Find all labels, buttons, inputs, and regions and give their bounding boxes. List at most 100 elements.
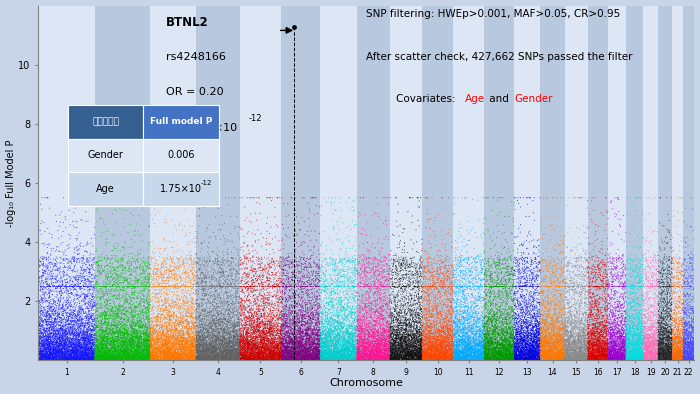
Point [566, 261, 578, 267]
Point [612, 357, 624, 363]
Point [89, 333, 100, 339]
Point [524, 350, 535, 356]
Point [541, 340, 552, 346]
Point [634, 353, 645, 359]
Point [298, 354, 309, 361]
Point [357, 225, 368, 232]
Point [248, 352, 259, 358]
Point [472, 340, 483, 346]
Point [429, 339, 440, 346]
Point [626, 353, 637, 360]
Point [173, 335, 184, 341]
Point [497, 283, 508, 290]
Point [465, 352, 476, 359]
Point [454, 337, 466, 344]
Point [528, 244, 539, 250]
Point [208, 269, 219, 275]
Point [296, 309, 307, 315]
Point [41, 313, 52, 320]
Point [582, 197, 594, 204]
Point [684, 350, 695, 357]
Point [260, 357, 271, 363]
Point [151, 328, 162, 335]
Point [134, 357, 146, 363]
Point [624, 337, 635, 344]
Point [194, 345, 205, 351]
Point [236, 320, 247, 327]
Point [386, 310, 397, 316]
Point [384, 345, 395, 351]
Point [91, 205, 102, 212]
Point [248, 273, 260, 279]
Point [43, 353, 55, 359]
Point [294, 344, 305, 350]
Point [125, 320, 136, 326]
Point [638, 352, 649, 358]
Point [200, 338, 211, 345]
Point [435, 340, 447, 346]
Point [577, 312, 588, 318]
Point [333, 341, 344, 348]
Point [416, 351, 428, 358]
Point [529, 243, 540, 250]
Point [398, 350, 409, 357]
Point [460, 326, 471, 333]
Point [210, 320, 221, 326]
Point [172, 334, 183, 340]
Point [290, 275, 301, 281]
Point [151, 349, 162, 356]
Point [256, 357, 267, 364]
Point [266, 301, 277, 307]
Point [131, 351, 142, 357]
Point [525, 357, 536, 363]
Point [663, 318, 674, 324]
Point [190, 313, 201, 319]
Point [211, 332, 222, 338]
Point [527, 335, 538, 341]
Point [402, 357, 413, 363]
Point [80, 272, 92, 279]
Point [461, 278, 472, 284]
Point [187, 355, 198, 361]
Point [564, 225, 575, 231]
Point [558, 308, 569, 314]
Point [556, 351, 568, 357]
Point [207, 344, 218, 350]
Point [615, 343, 626, 349]
Point [374, 344, 386, 350]
Point [100, 331, 111, 338]
Point [239, 348, 250, 354]
Point [461, 334, 472, 340]
Point [304, 313, 315, 320]
Point [464, 348, 475, 354]
Point [415, 341, 426, 347]
Point [156, 348, 167, 354]
Point [571, 343, 582, 349]
Point [460, 283, 471, 290]
Point [653, 339, 664, 345]
Point [549, 356, 560, 362]
Point [362, 343, 373, 349]
Point [666, 286, 677, 292]
Point [220, 317, 232, 323]
Point [336, 325, 347, 332]
Point [538, 299, 550, 305]
Point [47, 322, 58, 328]
Point [386, 357, 398, 363]
Point [509, 346, 520, 353]
Point [604, 346, 615, 352]
Point [629, 292, 640, 298]
Point [559, 312, 570, 318]
Point [366, 349, 377, 355]
Point [601, 332, 612, 338]
Point [344, 325, 356, 331]
Point [367, 345, 378, 351]
Point [663, 349, 674, 355]
Point [391, 339, 402, 345]
Point [178, 350, 190, 357]
Point [436, 350, 447, 357]
Point [188, 322, 199, 329]
Point [613, 351, 624, 357]
Point [282, 317, 293, 323]
Point [395, 346, 406, 352]
